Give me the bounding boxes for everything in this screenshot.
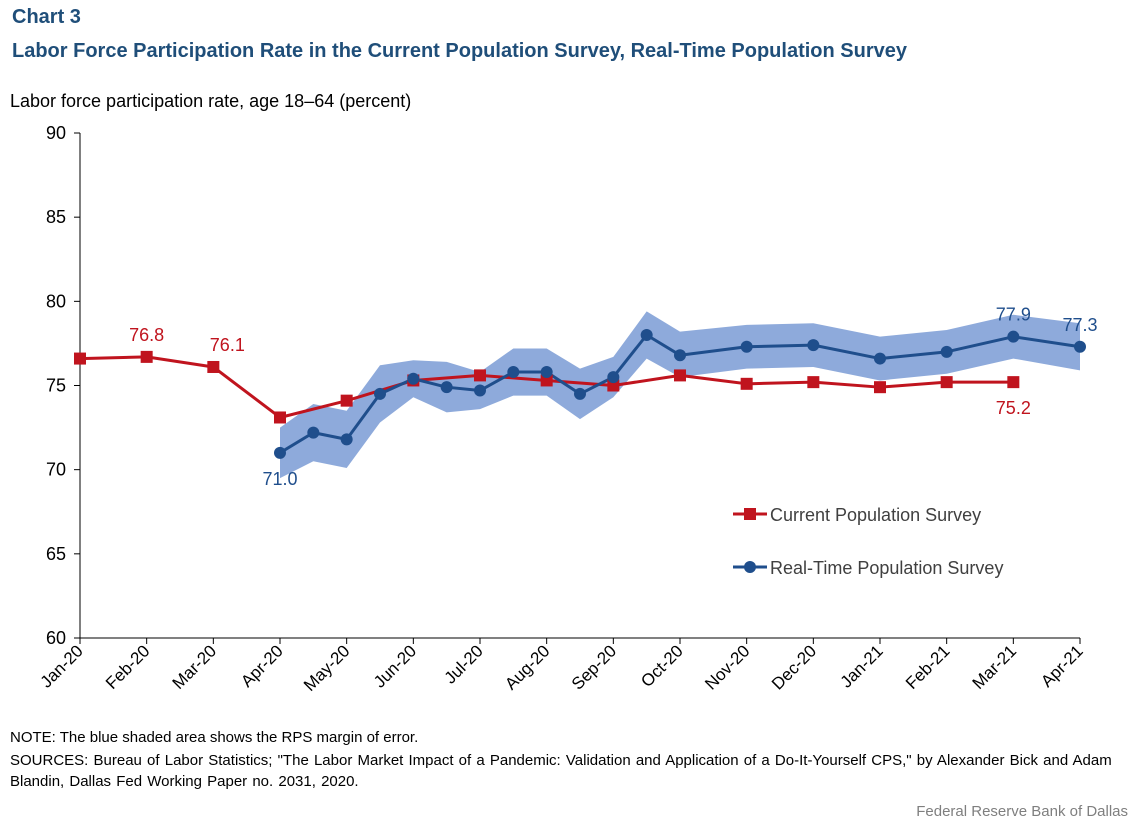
x-tick-label: Jun-20 [370, 641, 420, 691]
legend-cps-label: Current Population Survey [770, 505, 981, 525]
rps-point [474, 384, 486, 397]
series-markers [74, 329, 1086, 459]
rps-point [640, 329, 653, 341]
y-tick-label: 65 [46, 544, 66, 564]
cps-point [740, 377, 753, 390]
rps-point [1074, 340, 1086, 353]
x-tick-label: May-20 [300, 641, 354, 695]
legend-rps-marker [744, 561, 756, 573]
rps-point [807, 339, 820, 352]
rps-point [440, 381, 453, 394]
x-tick-label: Jan-20 [37, 641, 87, 691]
rps-point [274, 446, 286, 459]
cps-point [874, 381, 886, 394]
rps-point [674, 349, 686, 362]
x-tick-label: Jul-20 [441, 641, 487, 687]
rps-point [940, 345, 953, 358]
x-tick-label: Aug-20 [501, 641, 553, 693]
x-tick-label: Apr-21 [1037, 641, 1087, 691]
y-axis-label: Labor force participation rate, age 18–6… [10, 91, 412, 111]
x-tick-label: Nov-20 [701, 641, 753, 693]
rps-point [407, 372, 420, 385]
y-tick-label: 75 [46, 376, 66, 396]
cps-data-label: 76.8 [129, 325, 164, 345]
cps-point [940, 376, 953, 389]
cps-point [140, 350, 153, 363]
cps-point [474, 369, 486, 382]
note-text: NOTE: The blue shaded area shows the RPS… [10, 729, 419, 746]
cps-point [340, 394, 353, 407]
legend: Current Population Survey Real-Time Popul… [733, 505, 1003, 578]
rps-point [574, 387, 586, 400]
x-tick-label: Oct-20 [637, 641, 687, 691]
rps-point [374, 387, 386, 400]
cps-point [674, 369, 686, 382]
cps-point [207, 360, 220, 373]
sources-text: SOURCES: Bureau of Labor Statistics; "Th… [10, 752, 1112, 790]
rps-data-label: 77.9 [996, 305, 1031, 325]
y-tick-label: 85 [46, 207, 66, 227]
x-tick-label: Dec-20 [768, 641, 820, 693]
rps-point [874, 352, 886, 365]
legend-cps-marker [744, 508, 756, 520]
x-tick-label: Apr-20 [237, 641, 287, 691]
cps-point [807, 376, 820, 389]
rps-point [507, 366, 520, 379]
rps-point [540, 366, 553, 379]
x-tick-label: Feb-21 [902, 641, 954, 693]
credit-text: Federal Reserve Bank of Dallas [916, 803, 1128, 820]
cps-point [274, 411, 286, 424]
cps-point [1007, 376, 1020, 389]
chart-number: Chart 3 [12, 6, 81, 28]
cps-point [607, 379, 620, 392]
rps-margin-of-error-band [280, 311, 1080, 479]
x-tick-label: Feb-20 [102, 641, 154, 693]
rps-point [740, 340, 753, 353]
cps-data-label: 76.1 [210, 335, 245, 355]
margin-of-error-band-layer [280, 311, 1080, 479]
axes: 60 65 70 75 80 85 90 Jan-20 Feb-20 Mar-20 Apr-20 Ma… [37, 123, 1087, 695]
rps-point [1007, 330, 1020, 343]
rps-data-label: 77.3 [1062, 315, 1097, 335]
cps-data-label: 75.2 [996, 398, 1031, 418]
cps-point [540, 374, 553, 387]
y-tick-label: 90 [46, 123, 66, 143]
x-tick-label: Mar-21 [969, 641, 1021, 693]
y-tick-label: 80 [46, 291, 66, 311]
x-tick-label: Mar-20 [169, 641, 221, 693]
chart-title: Labor Force Participation Rate in the Cu… [12, 40, 907, 62]
y-tick-label: 70 [46, 460, 66, 480]
rps-point [307, 426, 320, 439]
legend-rps-label: Real-Time Population Survey [770, 558, 1003, 578]
y-tick-label: 60 [46, 628, 66, 648]
rps-data-label: 71.0 [262, 469, 297, 489]
data-labels: 76.8 76.1 75.2 71.0 77.9 77.3 [129, 305, 1097, 489]
cps-point [74, 352, 86, 365]
x-tick-label: Jan-21 [837, 641, 887, 691]
rps-point [607, 371, 620, 384]
rps-point [340, 433, 353, 446]
x-tick-label: Sep-20 [568, 641, 620, 693]
